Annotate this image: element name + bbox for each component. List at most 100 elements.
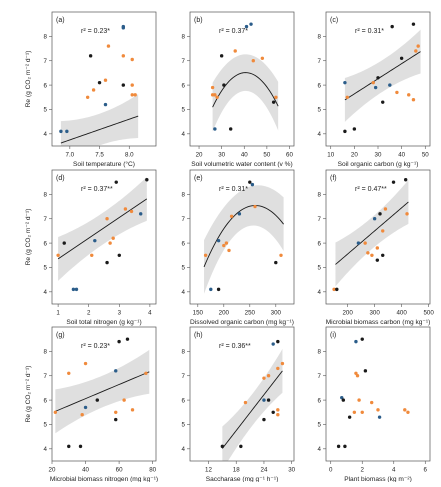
data-point-orange: [403, 408, 407, 412]
data-point-orange: [56, 253, 60, 257]
panel-i: 0 2 4 6 4 5 6 7 8 Plant biomass (kg m⁻²) (i): [318, 326, 431, 483]
panel-a: 7.0 7.5 8.0 4 5 6 7 8 Soil temperature (°C) Re (g…: [25, 11, 157, 168]
data-point-orange: [91, 88, 96, 92]
x-tick-label: 50: [263, 152, 270, 159]
x-tick-label: 6: [424, 467, 428, 474]
data-point-orange: [106, 44, 111, 48]
data-point-orange: [375, 246, 380, 250]
x-tick-label: 50: [422, 152, 429, 159]
data-point-black: [62, 241, 66, 245]
data-point-orange: [121, 54, 126, 58]
x-axis-label: Dissolved organic carbon (mg kg⁻¹): [190, 319, 294, 326]
data-point-black: [220, 444, 225, 449]
x-axis-label: Microbial biomass carbon (mg kg⁻¹): [326, 319, 431, 326]
x-axis-label: Saccharase (mg g⁻¹ h⁻¹): [206, 476, 279, 482]
data-point-black: [88, 54, 93, 58]
x-tick-label: 1: [56, 310, 60, 317]
data-point-black: [341, 398, 346, 402]
x-tick-label: 0: [329, 467, 333, 474]
x-tick-label: 40: [241, 152, 248, 159]
data-point-orange: [276, 408, 280, 412]
data-point-blue: [93, 238, 97, 243]
y-tick-label: 4: [318, 289, 322, 296]
regression-line: [57, 198, 148, 260]
panel-h: 12 18 24 30 4 5 6 7 8 Saccharase (mg g⁻¹ h⁻¹) (h) r…: [182, 326, 296, 483]
data-point-black: [78, 444, 83, 449]
data-point-orange: [414, 49, 418, 53]
x-tick-label: 300: [369, 310, 380, 317]
data-point-orange: [355, 374, 360, 378]
data-point-black: [117, 253, 121, 257]
panel-label: (f): [330, 175, 337, 182]
x-tick-label: 60: [116, 467, 123, 474]
data-point-blue: [373, 85, 378, 90]
data-point-orange: [129, 209, 134, 214]
y-axis-label: Re (g CO₂ m⁻² d⁻¹): [25, 209, 32, 266]
data-point-orange: [370, 253, 374, 257]
data-point-orange: [122, 398, 126, 402]
y-axis-label: Re (g CO₂ m⁻² d⁻¹): [25, 366, 32, 423]
data-point-blue: [103, 102, 108, 107]
data-point-orange: [90, 253, 94, 257]
data-point-orange: [67, 371, 71, 375]
panel-c: 10 20 30 40 50 4 5 6 7 8 Soil organic carbon (g kg…: [318, 11, 431, 168]
data-point-blue: [250, 182, 255, 187]
data-point-black: [239, 444, 243, 449]
data-point-blue: [377, 415, 382, 419]
data-point-blue: [59, 129, 63, 134]
panel-label: (d): [56, 175, 65, 182]
data-point-black: [117, 339, 121, 344]
data-point-orange: [416, 44, 420, 48]
data-point-orange: [363, 241, 367, 245]
data-point-blue: [340, 395, 344, 400]
y-tick-label: 6: [44, 240, 48, 247]
r-squared-label: r² = 0.37**: [81, 186, 113, 193]
x-axis-label: Soil total nitrogen (g kg⁻¹): [66, 319, 141, 326]
data-point-orange: [407, 93, 411, 97]
y-tick-label: 5: [318, 265, 322, 272]
r-squared-label: r² = 0.23*: [81, 28, 110, 35]
data-point-black: [114, 417, 118, 422]
x-tick-label: 12: [205, 467, 212, 474]
data-point-black: [276, 339, 280, 344]
y-tick-label: 7: [318, 373, 322, 380]
data-point-orange: [371, 80, 375, 85]
data-point-black: [378, 212, 382, 216]
data-point-black: [222, 83, 226, 87]
data-point-black: [403, 178, 408, 182]
plot-frame: [51, 11, 157, 147]
data-point-blue: [354, 339, 358, 344]
y-tick-label: 5: [182, 422, 186, 429]
x-tick-label: 250: [245, 310, 256, 317]
plot-frame: [189, 169, 295, 305]
x-tick-label: 150: [193, 310, 204, 317]
y-tick-label: 4: [44, 446, 48, 453]
plot-frame: [51, 169, 157, 305]
y-tick-label: 7: [44, 216, 48, 223]
r-squared-label: r² = 0.36**: [219, 343, 251, 350]
data-point-orange: [229, 214, 234, 218]
data-point-blue: [249, 22, 253, 26]
y-tick-label: 6: [182, 240, 186, 247]
data-point-blue: [83, 405, 88, 410]
y-tick-label: 8: [318, 34, 322, 41]
data-point-black: [376, 76, 380, 80]
data-point-black: [262, 417, 266, 422]
x-tick-label: 20: [351, 152, 358, 159]
data-point-orange: [262, 376, 266, 380]
x-axis-label: Soil organic carbon (g kg⁻¹): [338, 161, 419, 168]
y-tick-label: 8: [182, 34, 186, 41]
data-point-black: [266, 398, 271, 402]
data-point-orange: [345, 95, 349, 99]
plot-frame: [325, 326, 431, 462]
x-tick-label: 18: [233, 467, 240, 474]
panel-label: (i): [330, 332, 336, 339]
regression-line: [335, 201, 409, 265]
y-tick-label: 5: [182, 107, 186, 114]
data-point-blue: [262, 398, 266, 402]
y-tick-label: 6: [182, 397, 186, 404]
data-point-orange: [352, 410, 357, 414]
plot-frame: [325, 169, 431, 305]
data-point-orange: [227, 248, 231, 253]
